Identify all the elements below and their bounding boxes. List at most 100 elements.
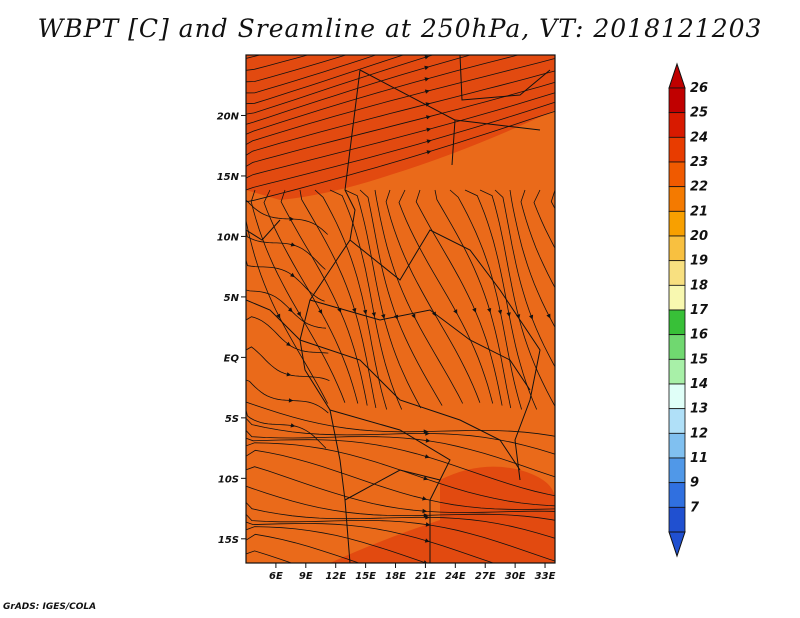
lon-tick-label: 33E (535, 571, 556, 582)
streamline (246, 316, 329, 354)
streamline (494, 189, 555, 368)
streamline (246, 437, 555, 497)
map-panel: 20N 15N 10N 5N EQ 5S 10S 15S 6E 9E 12E 15E 18E 21E 24… (217, 18, 611, 597)
streamline (246, 110, 555, 203)
streamline-arrow (288, 307, 293, 313)
colorbar-label: 11 (690, 451, 708, 466)
colorbar-label: 7 (690, 500, 700, 515)
streamline (246, 533, 361, 563)
streamline (246, 199, 328, 235)
streamline-arrow (425, 515, 430, 520)
streamline (246, 55, 472, 125)
colorbar-swatch (668, 457, 686, 484)
colorbar-swatch (668, 334, 686, 360)
streamline-arrow (371, 312, 376, 317)
streamline (550, 189, 555, 210)
colorbar-swatch (668, 112, 686, 138)
colorbar-label: 24 (690, 130, 708, 145)
streamline-arrow (411, 313, 416, 319)
colorbar-label: 22 (690, 180, 708, 195)
streamline-arrow (424, 89, 430, 94)
colorbar-label: 12 (690, 426, 708, 441)
streamline-arrow (425, 438, 431, 443)
streamline (449, 189, 522, 410)
streamline (464, 189, 538, 410)
lat-tick-label: 5S (225, 414, 239, 425)
colorbar-label: 19 (690, 254, 708, 269)
streamline-arrow (352, 308, 357, 313)
streamline (246, 81, 555, 167)
streamline-arrow (472, 307, 477, 313)
lon-tick-label: 6E (269, 571, 283, 582)
streamline-arrow (426, 18, 431, 22)
streamline-arrow (290, 423, 296, 428)
lat-tick-label: 10S (218, 474, 239, 485)
streamline-arrow (529, 314, 534, 320)
streamline-arrow (546, 313, 551, 319)
streamline-arrow (422, 593, 427, 597)
colorbar-label: 16 (690, 328, 708, 343)
streamline-arrow (607, 308, 611, 313)
streamline-arrow (363, 309, 368, 315)
streamline (374, 189, 464, 404)
streamline-arrow (426, 127, 432, 132)
longitude-axis: 6E 9E 12E 15E 18E 21E 24E 27E 30E 33E (269, 563, 556, 582)
latitude-axis: 20N 15N 10N 5N EQ 5S 10S 15S (217, 111, 246, 546)
streamline (479, 189, 555, 408)
streamline-arrow (453, 309, 458, 315)
streamline (246, 449, 555, 510)
streamline (246, 485, 555, 521)
streamline (246, 417, 555, 455)
colorbar-swatch (668, 482, 686, 508)
streamline-arrow (423, 560, 428, 563)
colorbar-swatch (668, 210, 686, 237)
chart-title: WBPT [C] and Sreamline at 250hPa, VT: 20… (37, 14, 763, 43)
lon-tick-label: 18E (385, 571, 406, 582)
streamline (246, 513, 555, 562)
streamline-arrow (425, 522, 431, 527)
streamline-arrow (424, 454, 430, 459)
streamline-arrow (423, 476, 429, 481)
streamline-arrow (290, 242, 296, 247)
streamline-arrow (426, 150, 432, 155)
streamline-arrow (290, 272, 295, 278)
lon-tick-label: 9E (299, 571, 313, 582)
streamline-arrow (424, 538, 430, 543)
colorbar-label: 25 (690, 106, 708, 121)
streamline-arrow (422, 508, 427, 514)
streamline (246, 58, 555, 146)
streamline (280, 189, 368, 406)
country-borders (246, 55, 551, 563)
streamline-arrow (424, 77, 430, 82)
streamline-arrow (425, 431, 430, 436)
streamline (246, 346, 330, 381)
streamline (246, 379, 329, 414)
streamline-arrow (506, 312, 511, 317)
streamline-arrow (296, 311, 301, 317)
colorbar-label: 21 (690, 204, 708, 219)
colorbar-swatch (668, 506, 686, 533)
streamline (246, 501, 555, 539)
streamline (246, 521, 495, 563)
streamline (263, 189, 359, 404)
colorbar-swatch (668, 260, 686, 286)
streamline-arrow (588, 309, 592, 314)
lat-tick-label: 5N (224, 293, 240, 304)
streamline (246, 289, 327, 329)
streamline-arrow (497, 309, 503, 315)
streamline-arrow (487, 308, 492, 313)
streamline-arrow (286, 372, 292, 377)
streamline-arrow (422, 496, 427, 501)
colorbar-swatch (668, 432, 686, 459)
streamline (398, 189, 494, 404)
streamline (246, 526, 428, 563)
streamline-arrow (289, 216, 295, 222)
grads-credit: GrADS: IGES/COLA (3, 602, 97, 612)
streamline (246, 101, 555, 191)
streamline-arrow (423, 513, 429, 518)
colorbar-swatch (668, 383, 686, 410)
streamline-arrow (425, 46, 430, 50)
streamline (434, 189, 512, 409)
colorbar-swatch (668, 161, 686, 188)
streamline (246, 229, 326, 270)
